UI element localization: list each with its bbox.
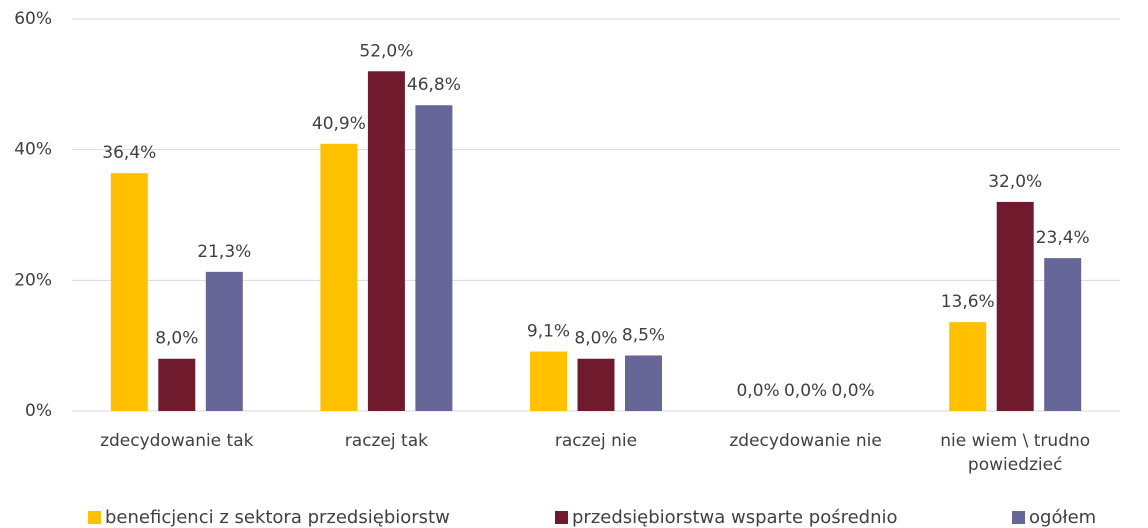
x-tick-label: zdecydowanie nie [729,431,882,451]
data-label: 32,0% [988,172,1042,192]
bar [320,143,358,411]
x-tick-label: raczej nie [554,431,638,451]
data-label: 21,3% [197,242,251,262]
legend-swatch [1012,511,1025,524]
x-tick-label-box: raczej tak [344,431,428,451]
y-tick-label: 20% [14,270,52,290]
legend-label: przedsiębiorstwa wsparte pośrednio [572,507,898,528]
bar [949,322,987,411]
data-label: 23,4% [1036,228,1090,248]
bar [530,351,567,411]
data-label: 0,0% [831,381,874,401]
bar [158,358,196,411]
y-tick-label: 40% [14,140,52,160]
bar [415,105,453,412]
bar [625,355,662,411]
x-tick-label-box: raczej nie [554,431,638,451]
legend-swatch [555,511,568,524]
x-tick-label-box: zdecydowanie tak [100,431,254,451]
x-tick-label: nie wiem \ trudno powiedzieć [940,431,1091,475]
data-label: 9,1% [527,322,570,342]
data-label: 0,0% [784,381,827,401]
legend-label: ogółem [1029,507,1096,528]
data-label: 52,0% [359,41,413,61]
data-label: 40,9% [312,114,366,134]
data-label: 36,4% [102,143,156,163]
bar [110,173,148,411]
x-tick-label: raczej tak [344,431,428,451]
bar [577,358,615,411]
x-tick-label: zdecydowanie tak [100,431,254,451]
bar [367,71,405,412]
legend-swatch [88,511,101,524]
data-label: 0,0% [736,381,779,401]
bar [205,271,243,411]
y-tick-label: 0% [25,401,52,421]
x-tick-label-box: nie wiem \ trudno powiedzieć [940,431,1091,475]
bar [996,201,1034,411]
data-label: 8,0% [574,329,617,349]
bar [1044,258,1082,411]
data-label: 8,5% [622,325,665,345]
legend-label: beneficjenci z sektora przedsiębiorstw [105,507,450,528]
data-label: 46,8% [407,75,461,95]
data-label: 13,6% [941,292,995,312]
x-tick-label-box: zdecydowanie nie [729,431,882,451]
y-tick-label: 60% [14,9,52,29]
data-label: 8,0% [155,329,198,349]
